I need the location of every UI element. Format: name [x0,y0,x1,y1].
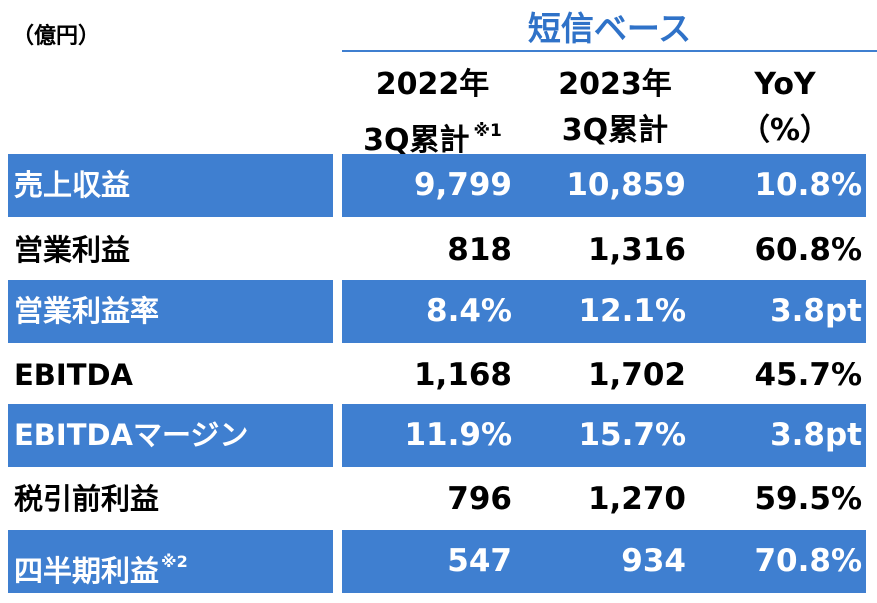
value-yoy: 3.8pt [770,293,862,329]
row-values-cell: 11.9% 15.7% 3.8pt [342,404,866,467]
row-ebitda: EBITDA 1,168 1,702 45.7% [0,344,877,407]
row-label: 四半期利益 [14,554,160,588]
value-2023: 12.1% [578,293,686,329]
row-label-cell: 営業利益 [8,219,333,282]
header-rule [342,50,877,52]
value-yoy: 10.8% [754,167,862,203]
value-2023: 15.7% [578,417,686,453]
footnote-marker-2: ※2 [161,552,188,571]
row-values-cell: 8.4% 12.1% 3.8pt [342,280,866,343]
value-2022: 9,799 [413,167,512,203]
row-values-cell: 796 1,270 59.5% [342,468,866,531]
row-values-cell: 547 934 70.8% [342,530,866,593]
row-operating-profit: 営業利益 818 1,316 60.8% [0,219,877,282]
value-yoy: 59.5% [754,481,862,517]
value-2023: 1,270 [587,481,686,517]
value-2022: 547 [447,543,512,579]
row-label-cell: EBITDAマージン [8,404,333,467]
value-2022: 796 [447,481,512,517]
row-label-cell: 営業利益率 [8,280,333,343]
row-label: 営業利益 [14,233,131,267]
row-pretax-profit: 税引前利益 796 1,270 59.5% [0,468,877,531]
row-ebitda-margin: EBITDAマージン 11.9% 15.7% 3.8pt [0,404,877,467]
value-yoy: 3.8pt [770,417,862,453]
value-2023: 1,702 [587,357,686,393]
footnote-marker-1: ※1 [473,121,502,141]
row-quarterly-profit: 四半期利益 ※2 547 934 70.8% [0,530,877,593]
value-2023: 934 [621,543,686,579]
value-yoy: 60.8% [754,232,862,268]
column-header-2022-line2: 3Q累計 [363,123,470,158]
row-values-cell: 1,168 1,702 45.7% [342,344,866,407]
row-label-cell: 税引前利益 [8,468,333,531]
value-2022: 1,168 [413,357,512,393]
row-label-cell: 売上収益 [8,154,333,217]
row-label: 売上収益 [14,168,131,202]
value-2022: 818 [447,232,512,268]
value-yoy: 45.7% [754,357,862,393]
row-label: 営業利益率 [14,294,160,328]
value-2023: 1,316 [587,232,686,268]
row-label: EBITDAマージン [14,418,249,452]
row-label-cell: EBITDA [8,344,333,407]
column-header-yoy-line1: YoY [754,67,816,102]
row-label-group: 四半期利益 ※2 [14,530,188,603]
column-header-2022-line1: 2022年 [375,67,490,102]
column-header-yoy: YoY （%） [705,62,865,154]
row-label: 税引前利益 [14,482,160,516]
row-values-cell: 818 1,316 60.8% [342,219,866,282]
column-header-2022: 2022年 3Q累計 ※1 [345,62,520,164]
value-2022: 11.9% [404,417,512,453]
value-yoy: 70.8% [754,543,862,579]
row-operating-margin: 営業利益率 8.4% 12.1% 3.8pt [0,280,877,343]
basis-title: 短信ベース [527,9,692,48]
column-header-2023-line1: 2023年 [558,67,672,102]
column-header-yoy-line2: （%） [739,113,831,148]
row-label-cell: 四半期利益 ※2 [8,530,333,593]
row-label: EBITDA [14,358,134,392]
row-revenue: 売上収益 9,799 10,859 10.8% [0,154,877,217]
column-header-2023: 2023年 3Q累計 [525,62,705,154]
value-2023: 10,859 [566,167,686,203]
value-2022: 8.4% [426,293,512,329]
column-header-2023-line2: 3Q累計 [561,113,669,148]
unit-label: （億円） [12,24,101,49]
row-values-cell: 9,799 10,859 10.8% [342,154,866,217]
